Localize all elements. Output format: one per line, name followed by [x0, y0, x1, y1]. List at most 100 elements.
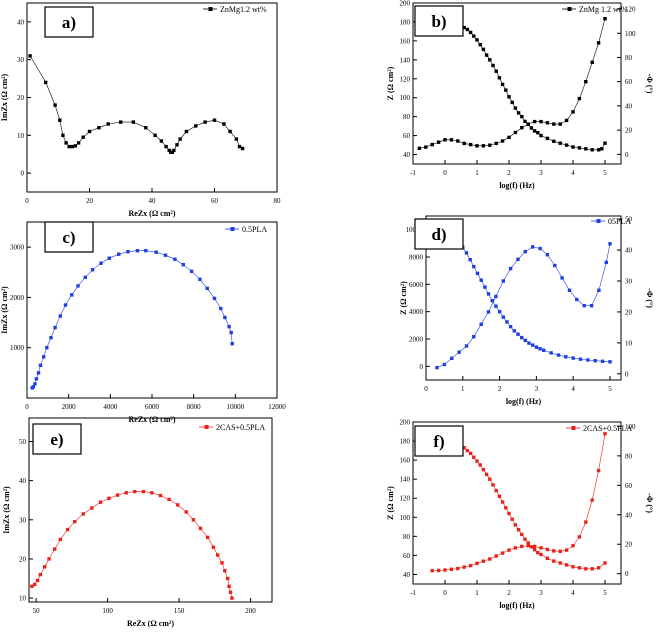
data-point-f-s1 — [462, 565, 466, 569]
y-right-tick-label-d: 40 — [625, 247, 633, 255]
data-point-a-s0 — [28, 54, 32, 58]
plot-frame-f — [412, 421, 622, 585]
data-point-d-s1 — [523, 249, 527, 254]
data-point-f-s0 — [462, 446, 466, 450]
x-axis-label-b: log(f) (Hz) — [499, 181, 535, 190]
data-point-b-s1 — [552, 122, 556, 126]
data-point-c-s0 — [63, 303, 68, 307]
legend-marker-a — [208, 7, 213, 11]
data-point-a-s0 — [178, 137, 182, 141]
data-point-b-s1 — [462, 141, 466, 146]
data-point-b-s0 — [600, 147, 604, 151]
data-point-e-s0 — [90, 506, 94, 510]
data-point-a-s0 — [237, 144, 242, 149]
y-tick-label-d: 0 — [420, 363, 424, 371]
y-tick-label-d: 4000 — [409, 308, 424, 316]
series-line-d-s0 — [462, 247, 611, 363]
data-point-d-s1 — [472, 335, 476, 339]
x-tick-label-e: 150 — [174, 607, 185, 615]
x-tick-label-f: 5 — [603, 589, 607, 597]
data-point-c-s0 — [107, 256, 111, 260]
data-point-e-s0 — [43, 565, 47, 569]
data-point-f-s1 — [449, 567, 454, 571]
series-line-e-s0 — [31, 491, 233, 599]
x-tick-label-e: 200 — [245, 607, 256, 615]
legend-marker-b — [567, 7, 572, 11]
data-point-a-s0 — [159, 139, 164, 143]
y-right-tick-label-d: 30 — [625, 277, 633, 285]
panel-d: 0 1 2 3 4 5020004000600080001000001020304050l… — [399, 215, 654, 406]
data-point-b-s1 — [584, 80, 588, 84]
data-point-d-s1 — [589, 304, 594, 308]
data-point-b-s1 — [494, 141, 498, 146]
x-tick-label-c: 4000 — [103, 403, 118, 411]
data-point-f-s0 — [545, 556, 550, 560]
data-point-b-s0 — [462, 25, 466, 30]
data-point-d-s1 — [575, 297, 579, 302]
data-point-b-s0 — [497, 76, 502, 80]
y-right-tick-label-b: 120 — [625, 6, 636, 14]
data-point-a-s0 — [131, 120, 135, 124]
data-point-d-s0 — [556, 353, 561, 357]
data-point-b-s0 — [475, 38, 479, 42]
data-point-b-s1 — [590, 60, 594, 64]
data-point-f-s0 — [603, 561, 607, 565]
y-right-tick-label-f: 0 — [625, 570, 629, 578]
data-point-d-s0 — [538, 347, 542, 351]
data-point-d-s1 — [538, 246, 542, 251]
data-point-b-s0 — [465, 27, 470, 32]
x-tick-label-b: -1 — [410, 169, 416, 177]
data-point-c-s0 — [45, 346, 49, 350]
data-point-b-s0 — [529, 126, 534, 130]
data-point-f-s1 — [513, 546, 518, 550]
data-point-a-s0 — [184, 129, 189, 134]
data-point-f-s1 — [507, 548, 511, 552]
data-point-d-s0 — [468, 258, 472, 262]
x-axis-label-a: ReZx (Ω cm²) — [128, 209, 175, 218]
data-point-d-s0 — [527, 341, 531, 345]
data-point-e-s0 — [211, 545, 216, 549]
data-point-f-s1 — [584, 520, 588, 524]
data-point-f-s0 — [552, 559, 556, 563]
data-point-d-s0 — [564, 355, 568, 359]
data-point-e-s0 — [176, 503, 180, 507]
data-point-d-s1 — [457, 350, 461, 354]
plot-frame-d — [425, 215, 622, 381]
data-point-d-s1 — [442, 362, 447, 367]
data-point-e-s0 — [115, 493, 120, 497]
data-point-d-s1 — [582, 304, 586, 308]
x-tick-label-f: 0 — [443, 589, 447, 597]
data-point-b-s0 — [494, 69, 498, 73]
data-point-d-s0 — [508, 325, 513, 329]
data-point-d-s0 — [483, 285, 487, 289]
panel-label-e: e) — [50, 430, 63, 449]
panel-f: -1 0 1 2 3 4 5 40 60 80 100 120 140 160 180 200 0 20 40 60 8… — [386, 419, 654, 611]
data-point-e-s0 — [216, 553, 220, 557]
data-point-a-s0 — [212, 118, 217, 122]
y-tick-label-f: 40 — [403, 571, 411, 579]
data-point-c-s0 — [49, 336, 53, 340]
data-point-e-s0 — [184, 510, 188, 514]
data-point-d-s0 — [486, 292, 491, 296]
data-point-b-s0 — [577, 146, 582, 150]
data-point-d-s1 — [501, 279, 505, 283]
x-tick-label-c: 0 — [25, 403, 29, 411]
legend-label-e: 2CAS+0.5PLA — [216, 423, 265, 432]
data-point-b-s1 — [475, 144, 479, 148]
x-tick-label-b: 4 — [571, 169, 575, 177]
data-point-e-s0 — [198, 526, 203, 531]
data-point-d-s0 — [501, 315, 505, 319]
data-point-e-s0 — [47, 557, 51, 561]
data-point-a-s0 — [228, 129, 232, 134]
x-tick-label-b: 5 — [603, 169, 607, 177]
y-right-tick-label-d: 20 — [625, 308, 633, 316]
data-point-d-s0 — [542, 348, 546, 352]
data-point-f-s1 — [545, 547, 550, 552]
y-tick-label-f: 100 — [400, 514, 411, 522]
data-point-b-s0 — [510, 100, 514, 105]
data-point-b-s1 — [417, 146, 422, 150]
legend-marker-f — [571, 426, 576, 430]
data-point-a-s0 — [61, 133, 65, 137]
data-point-f-s0 — [520, 532, 524, 537]
